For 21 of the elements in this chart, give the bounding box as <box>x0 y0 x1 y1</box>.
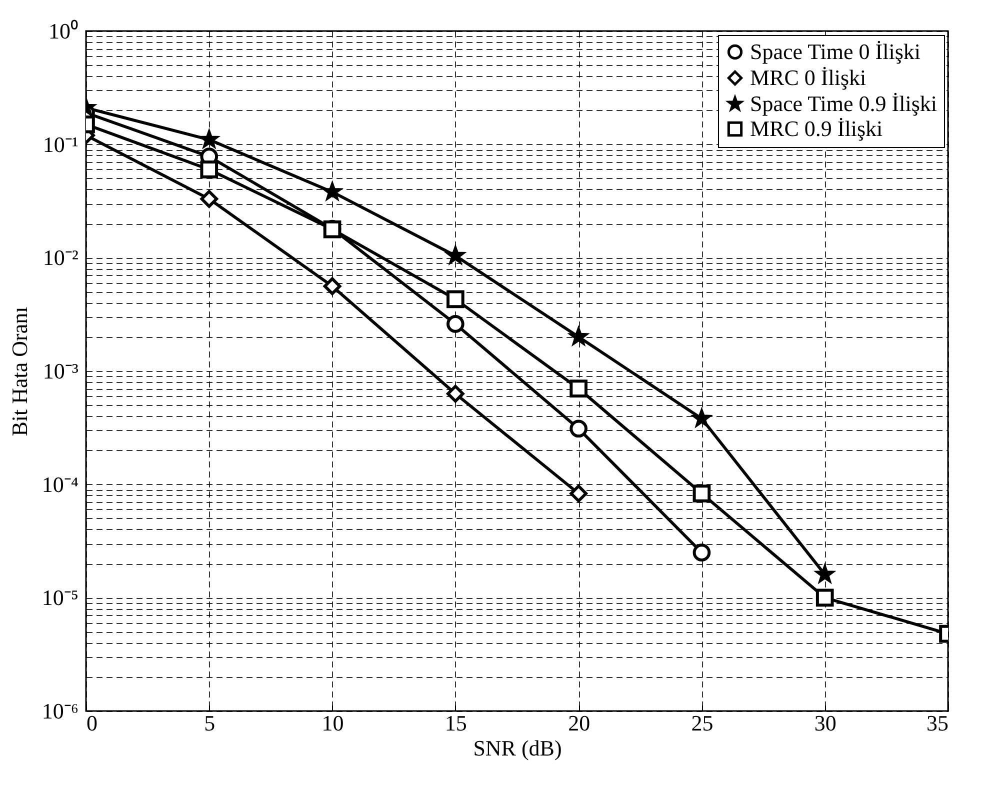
x-axis-title: SNR (dB) <box>473 736 562 760</box>
x-tick-label: 20 <box>568 710 590 736</box>
x-tick-label: 5 <box>204 710 216 736</box>
y-tick-label: 10⁻² <box>42 245 79 270</box>
y-tick-label: 10⁻⁶ <box>42 698 78 724</box>
x-tick-label: 25 <box>691 710 714 736</box>
x-tick-label: 30 <box>814 710 836 736</box>
legend-label: MRC 0 İlişki <box>750 65 866 90</box>
y-tick-label: 10⁻⁴ <box>42 472 79 497</box>
x-tick-label: 35 <box>926 710 948 736</box>
x-tick-label: 0 <box>86 710 98 736</box>
legend-label: Space Time 0.9 İlişki <box>750 91 938 116</box>
x-tick-label: 10 <box>322 710 344 736</box>
y-tick-label: 10⁰ <box>48 18 78 44</box>
x-tick-label: 15 <box>444 710 467 736</box>
legend-label: MRC 0.9 İlişki <box>750 116 883 141</box>
y-tick-label: 10⁻⁵ <box>42 585 78 610</box>
y-tick-label: 10⁻³ <box>42 358 79 384</box>
y-axis-title: Bit Hata Oranı <box>6 306 32 436</box>
y-tick-label: 10⁻¹ <box>42 132 78 157</box>
legend-label: Space Time 0 İlişki <box>750 39 921 64</box>
